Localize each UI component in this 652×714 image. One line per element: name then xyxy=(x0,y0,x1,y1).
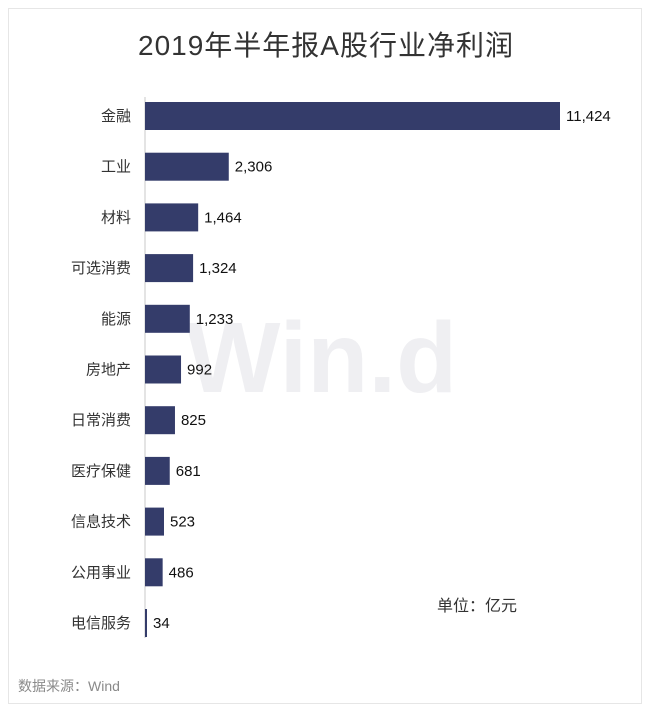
value-label: 523 xyxy=(170,514,195,531)
value-label: 1,324 xyxy=(199,260,237,277)
value-label: 1,464 xyxy=(204,209,242,226)
source-label: 数据来源：Wind xyxy=(18,678,120,694)
value-label: 681 xyxy=(176,463,201,480)
value-label: 992 xyxy=(187,362,212,379)
bar xyxy=(145,152,229,181)
bar xyxy=(145,558,163,587)
category-label: 工业 xyxy=(101,159,131,176)
category-label: 电信服务 xyxy=(71,615,131,632)
value-label: 1,233 xyxy=(196,311,234,328)
watermark-text: Win.d xyxy=(186,302,457,414)
bar xyxy=(145,456,170,485)
category-label: 可选消费 xyxy=(71,260,131,277)
bar xyxy=(145,406,175,435)
category-label: 信息技术 xyxy=(71,514,131,531)
bar xyxy=(145,507,164,536)
category-label: 房地产 xyxy=(86,362,131,379)
category-label: 能源 xyxy=(101,311,131,328)
category-label: 公用事业 xyxy=(71,564,131,581)
bar xyxy=(145,102,560,130)
category-label: 医疗保健 xyxy=(71,463,131,480)
value-label: 825 xyxy=(181,412,206,429)
bar xyxy=(145,304,190,333)
value-label: 34 xyxy=(153,615,170,632)
value-label: 11,424 xyxy=(566,108,611,125)
chart-title: 2019年半年报A股行业净利润 xyxy=(138,30,514,61)
bar xyxy=(145,355,182,384)
value-label: 2,306 xyxy=(235,159,273,176)
bars-group: 金融 11,424 工业 2,306 材料 1,464 可选消费 1,324 能源 1,233 房地… xyxy=(71,102,611,637)
category-label: 金融 xyxy=(101,108,131,125)
category-label: 材料 xyxy=(101,209,131,226)
category-label: 日常消费 xyxy=(71,412,131,429)
unit-label: 单位：亿元 xyxy=(437,598,518,615)
value-label: 486 xyxy=(169,564,194,581)
bar xyxy=(145,609,147,637)
bar xyxy=(145,203,199,232)
bar xyxy=(145,254,194,283)
